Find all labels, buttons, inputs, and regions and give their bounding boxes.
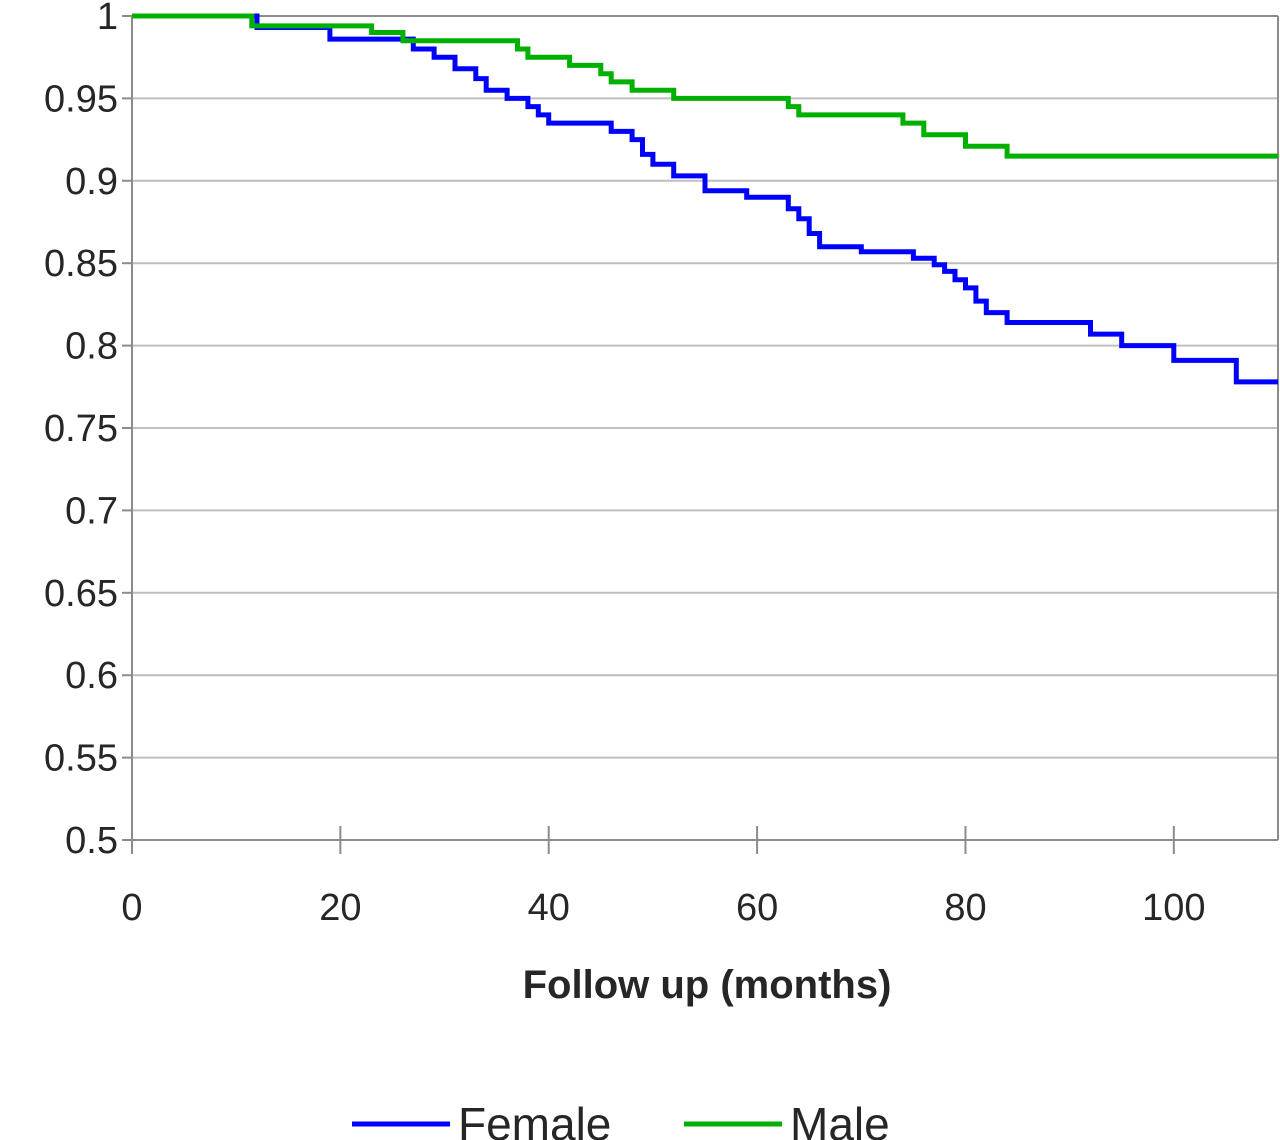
x-tick-label: 20 [319,887,361,929]
y-tick-label: 0.8 [65,326,118,368]
tick-labels: 0.5 0.55 0.6 0.65 0.7 0.75 0.8 0.85 0.9 0.95 1 0 20 4… [44,0,1205,929]
x-tick-label: 40 [528,887,570,929]
series-line-male [132,13,1278,159]
x-axis-title: Follow up (months) [523,963,892,1007]
y-tick-label: 0.9 [65,161,118,203]
x-tick-label: 100 [1142,887,1205,929]
grid-lines [132,15,1278,841]
series-lines [132,13,1278,385]
x-tick-label: 60 [736,887,778,929]
y-tick-label: 0.75 [44,408,118,450]
axes [122,15,1279,854]
x-tick-label: 80 [944,887,986,929]
y-tick-label: 0.55 [44,738,118,780]
y-tick-label: 0.6 [65,655,118,697]
y-tick-label: 0.85 [44,243,118,285]
legend-label-female: Female [458,1098,611,1140]
series-line-female [132,13,1278,385]
y-tick-label: 0.5 [65,820,118,862]
legend-label-male: Male [790,1098,890,1140]
y-tick-label: 0.7 [65,490,118,532]
y-tick-label: 0.65 [44,573,118,615]
y-tick-label: 1 [97,0,118,38]
legend: Female Male [352,1098,890,1140]
y-tick-label: 0.95 [44,78,118,120]
x-tick-label: 0 [121,887,142,929]
